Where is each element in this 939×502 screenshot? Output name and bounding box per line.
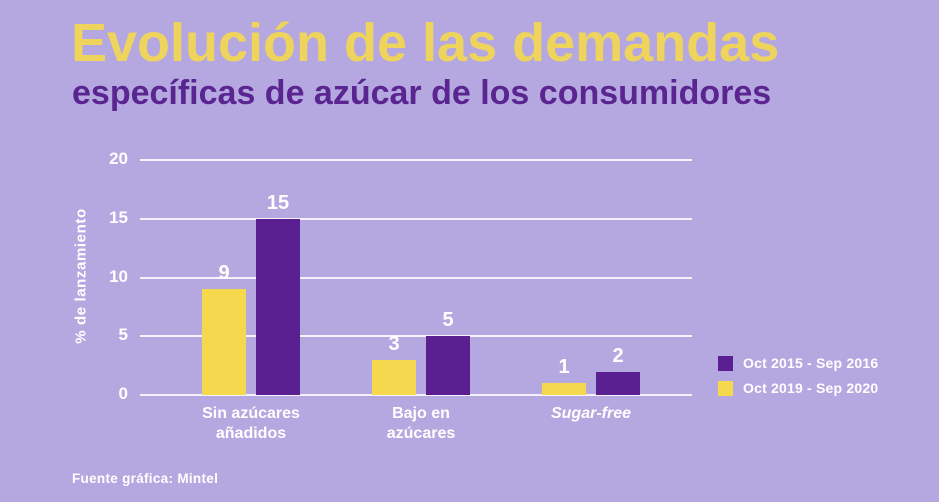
y-tick-label: 10	[109, 266, 128, 286]
chart-subtitle: específicas de azúcar de los consumidore…	[72, 74, 772, 113]
bar-value-label: 2	[612, 344, 624, 367]
bar-value-label: 5	[442, 309, 454, 332]
bar	[596, 371, 640, 395]
bar-value-label: 3	[388, 332, 400, 355]
header: Evolución de las demandas específicas de…	[71, 15, 779, 110]
legend-swatch	[718, 355, 733, 371]
bar	[426, 336, 470, 395]
y-axis-title: % de lanzamiento	[72, 207, 90, 344]
legend-label: Oct 2015 - Sep 2016	[743, 355, 879, 371]
legend-item: Oct 2015 - Sep 2016	[718, 355, 878, 371]
bar	[542, 383, 586, 395]
bar	[256, 218, 300, 395]
gridline	[140, 217, 692, 220]
bar-value-label: 9	[218, 262, 230, 285]
x-axis-label: Sin azúcares añadidos	[202, 405, 300, 442]
gridline	[140, 394, 692, 396]
gridline	[140, 159, 692, 161]
y-tick-label: 20	[109, 149, 128, 168]
legend-swatch	[718, 380, 733, 396]
chart-legend: Oct 2015 - Sep 2016 Oct 2019 - Sep 2020	[718, 355, 878, 396]
y-tick-label: 15	[109, 207, 128, 227]
gridline	[140, 335, 692, 338]
bar	[372, 359, 416, 395]
source-note: Fuente gráfica: Mintel	[72, 471, 219, 486]
gridline	[140, 276, 692, 279]
x-axis-label: Sugar-free	[550, 405, 632, 422]
bar-value-label: 15	[266, 191, 290, 214]
y-tick-label: 0	[118, 384, 128, 403]
legend-item: Oct 2019 - Sep 2020	[718, 380, 878, 396]
bar-value-label: 1	[558, 356, 570, 379]
x-axis-label: Bajo en azúcares	[386, 405, 456, 442]
bar	[202, 289, 246, 395]
y-tick-label: 5	[118, 325, 128, 345]
chart-title: Evolución de las demandas	[71, 13, 780, 73]
legend-label: Oct 2019 - Sep 2020	[743, 380, 879, 396]
